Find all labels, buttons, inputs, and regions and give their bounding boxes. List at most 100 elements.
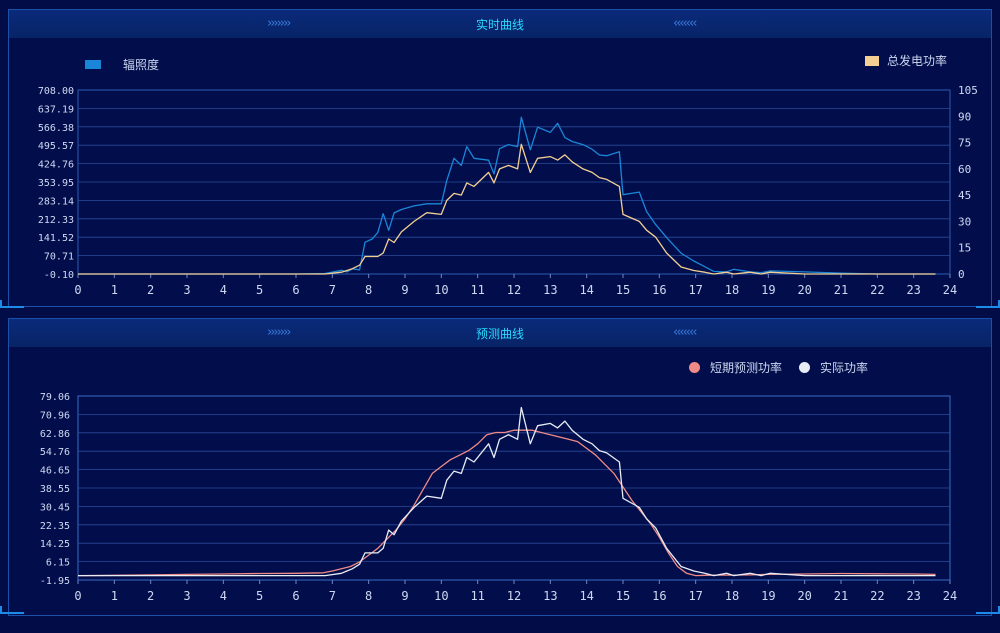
y-right-tick-label: 0 — [958, 268, 965, 281]
x-tick-label: 15 — [616, 283, 630, 297]
x-tick-label: 0 — [74, 283, 81, 297]
x-tick-label: 5 — [256, 283, 263, 297]
irradiance-series-line — [78, 116, 936, 275]
legend-label-total-power: 总发电功率 — [887, 54, 948, 68]
x-tick-label: 1 — [111, 589, 118, 603]
x-tick-label: 10 — [434, 283, 448, 297]
corner-accent — [0, 300, 24, 308]
x-tick-label: 18 — [725, 589, 739, 603]
x-tick-label: 17 — [688, 589, 702, 603]
y-left-tick-label: 70.71 — [44, 252, 74, 263]
x-tick-label: 14 — [579, 283, 593, 297]
x-tick-label: 2 — [147, 589, 154, 603]
x-tick-label: 7 — [329, 283, 336, 297]
legend-actual-power[interactable]: 实际功率 — [799, 359, 868, 376]
x-tick-label: 9 — [401, 283, 408, 297]
y-tick-label: 54.76 — [40, 447, 70, 458]
x-tick-label: 20 — [797, 283, 811, 297]
x-tick-label: 19 — [761, 283, 775, 297]
forecast-panel-header: ››››››› 预测曲线 ‹‹‹‹‹‹‹ — [9, 319, 991, 347]
y-right-tick-label: 15 — [958, 242, 971, 255]
realtime-panel-title: 实时曲线 — [475, 18, 524, 32]
legend-swatch-actual-power — [799, 362, 810, 373]
x-tick-label: 6 — [292, 283, 299, 297]
x-tick-label: 14 — [579, 589, 593, 603]
x-tick-label: 23 — [906, 283, 920, 297]
x-tick-label: 5 — [256, 589, 263, 603]
x-tick-label: 10 — [434, 589, 448, 603]
y-tick-label: 6.15 — [46, 558, 70, 569]
y-right-tick-label: 90 — [958, 110, 971, 123]
chevrons-left-icon: ‹‹‹‹‹‹‹ — [673, 325, 697, 340]
corner-accent — [976, 606, 1000, 614]
actual-power-series-line — [78, 406, 936, 577]
x-tick-label: 7 — [329, 589, 336, 603]
y-right-tick-label: 30 — [958, 215, 971, 228]
x-tick-label: 4 — [220, 283, 227, 297]
corner-accent — [0, 606, 24, 614]
x-tick-label: 13 — [543, 589, 557, 603]
y-left-tick-label: 708.00 — [38, 86, 74, 97]
realtime-panel-header: ››››››› 实时曲线 ‹‹‹‹‹‹‹ — [9, 10, 991, 38]
y-tick-label: 70.96 — [40, 410, 70, 421]
x-tick-label: 11 — [470, 589, 484, 603]
chevrons-right-icon: ››››››› — [267, 16, 291, 31]
y-tick-label: -1.95 — [40, 576, 70, 587]
x-tick-label: 20 — [797, 589, 811, 603]
x-tick-label: 6 — [292, 589, 299, 603]
legend-swatch-short-term-forecast — [689, 362, 700, 373]
legend-swatch-irradiance — [85, 60, 101, 69]
x-tick-label: 0 — [74, 589, 81, 603]
y-left-tick-label: -0.10 — [44, 270, 74, 281]
x-tick-label: 8 — [365, 589, 372, 603]
x-tick-label: 22 — [870, 589, 884, 603]
y-right-tick-label: 60 — [958, 163, 971, 176]
forecast-curve-panel: ››››››› 预测曲线 ‹‹‹‹‹‹‹ 短期预测功率 实际功率 — [8, 318, 992, 616]
x-tick-label: 4 — [220, 589, 227, 603]
total-power-series-line — [78, 143, 936, 275]
y-left-tick-label: 424.76 — [38, 160, 74, 171]
x-tick-label: 12 — [507, 589, 521, 603]
chevrons-left-icon: ‹‹‹‹‹‹‹ — [673, 16, 697, 31]
x-tick-label: 2 — [147, 283, 154, 297]
x-tick-label: 9 — [401, 589, 408, 603]
legend-label-irradiance: 辐照度 — [123, 58, 160, 72]
forecast-panel-title: 预测曲线 — [475, 327, 524, 341]
y-left-tick-label: 283.14 — [38, 196, 74, 207]
y-right-tick-label: 75 — [958, 137, 971, 150]
y-left-tick-label: 495.57 — [38, 141, 74, 152]
legend-irradiance[interactable]: 辐照度 — [85, 56, 159, 73]
x-tick-label: 22 — [870, 283, 884, 297]
y-left-tick-label: 637.19 — [38, 104, 74, 115]
y-tick-label: 62.86 — [40, 429, 70, 440]
legend-label-actual-power: 实际功率 — [820, 361, 869, 375]
realtime-curve-panel: ››››››› 实时曲线 ‹‹‹‹‹‹‹ 辐照度 总发电功率 — [8, 9, 992, 307]
y-left-tick-label: 141.52 — [38, 233, 74, 244]
x-tick-label: 17 — [688, 283, 702, 297]
x-tick-label: 24 — [943, 283, 957, 297]
y-left-tick-label: 566.38 — [38, 123, 74, 134]
x-tick-label: 11 — [470, 283, 484, 297]
x-tick-label: 18 — [725, 283, 739, 297]
y-tick-label: 38.55 — [40, 484, 70, 495]
x-tick-label: 21 — [834, 283, 848, 297]
x-tick-label: 21 — [834, 589, 848, 603]
y-tick-label: 22.35 — [40, 521, 70, 532]
x-tick-label: 19 — [761, 589, 775, 603]
chevrons-right-icon: ››››››› — [267, 325, 291, 340]
x-tick-label: 1 — [111, 283, 118, 297]
legend-swatch-total-power — [865, 55, 879, 66]
y-tick-label: 46.65 — [40, 466, 70, 477]
y-tick-label: 14.25 — [40, 539, 70, 550]
x-tick-label: 23 — [906, 589, 920, 603]
x-tick-label: 12 — [507, 283, 521, 297]
y-left-tick-label: 212.33 — [38, 215, 74, 226]
y-tick-label: 79.06 — [40, 392, 70, 403]
y-right-tick-label: 45 — [958, 189, 971, 202]
legend-label-short-term-forecast: 短期预测功率 — [710, 361, 783, 375]
legend-short-term-forecast[interactable]: 短期预测功率 — [689, 359, 782, 376]
x-tick-label: 8 — [365, 283, 372, 297]
legend-total-power[interactable]: 总发电功率 — [865, 52, 947, 69]
y-right-tick-label: 105 — [958, 84, 978, 97]
